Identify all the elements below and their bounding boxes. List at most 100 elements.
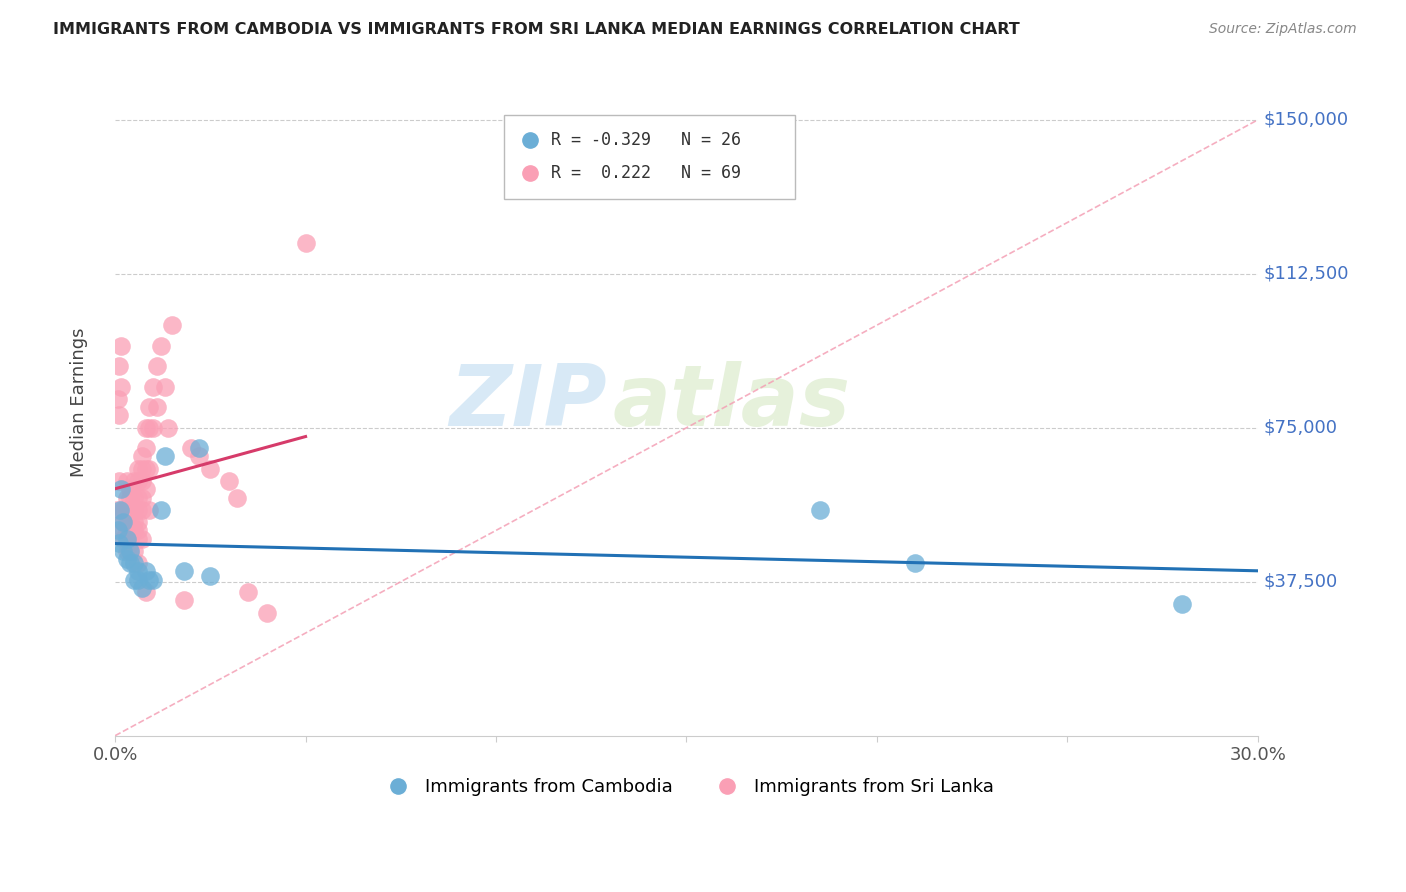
- Point: [173, 565, 195, 579]
- Point: [135, 585, 157, 599]
- Point: [110, 338, 132, 352]
- Point: [142, 380, 165, 394]
- Point: [120, 544, 142, 558]
- Point: [111, 544, 134, 558]
- Point: [115, 524, 138, 538]
- Point: [127, 556, 149, 570]
- Point: [108, 409, 131, 423]
- Point: [108, 503, 131, 517]
- Point: [105, 503, 128, 517]
- Point: [162, 318, 184, 332]
- Point: [135, 483, 157, 497]
- Point: [127, 524, 149, 538]
- Point: [122, 524, 145, 538]
- Text: Source: ZipAtlas.com: Source: ZipAtlas.com: [1209, 22, 1357, 37]
- Point: [127, 474, 149, 488]
- Point: [115, 503, 138, 517]
- Legend: Immigrants from Cambodia, Immigrants from Sri Lanka: Immigrants from Cambodia, Immigrants fro…: [373, 771, 1001, 804]
- Point: [122, 556, 145, 570]
- Point: [904, 556, 927, 570]
- Text: $112,500: $112,500: [1264, 265, 1350, 283]
- Point: [153, 380, 176, 394]
- Text: R = -0.329   N = 26: R = -0.329 N = 26: [551, 131, 741, 149]
- Point: [131, 581, 153, 595]
- Point: [180, 442, 202, 456]
- Point: [127, 573, 149, 587]
- Point: [115, 491, 138, 505]
- Point: [146, 401, 169, 415]
- Point: [226, 491, 249, 505]
- Point: [111, 515, 134, 529]
- Point: [122, 503, 145, 517]
- Point: [108, 474, 131, 488]
- Point: [138, 573, 160, 587]
- Point: [120, 532, 142, 546]
- Point: [122, 544, 145, 558]
- Point: [153, 450, 176, 464]
- Point: [120, 491, 142, 505]
- Point: [808, 503, 831, 517]
- Point: [135, 421, 157, 435]
- Point: [120, 483, 142, 497]
- Point: [238, 585, 260, 599]
- Point: [146, 359, 169, 374]
- Point: [256, 606, 278, 620]
- Text: IMMIGRANTS FROM CAMBODIA VS IMMIGRANTS FROM SRI LANKA MEDIAN EARNINGS CORRELATIO: IMMIGRANTS FROM CAMBODIA VS IMMIGRANTS F…: [53, 22, 1021, 37]
- Point: [111, 515, 134, 529]
- Point: [131, 474, 153, 488]
- Point: [110, 483, 132, 497]
- Point: [111, 503, 134, 517]
- Point: [115, 532, 138, 546]
- Point: [111, 524, 134, 538]
- Point: [127, 515, 149, 529]
- Point: [122, 474, 145, 488]
- Point: [108, 535, 131, 549]
- Text: $75,000: $75,000: [1264, 418, 1337, 437]
- Point: [110, 380, 132, 394]
- Text: Median Earnings: Median Earnings: [69, 327, 87, 477]
- Point: [187, 450, 209, 464]
- Point: [131, 462, 153, 476]
- Point: [122, 491, 145, 505]
- Point: [127, 503, 149, 517]
- Point: [108, 359, 131, 374]
- Point: [138, 503, 160, 517]
- Text: atlas: atlas: [612, 360, 851, 443]
- Point: [142, 421, 165, 435]
- FancyBboxPatch shape: [503, 115, 794, 199]
- Point: [111, 532, 134, 546]
- Point: [127, 491, 149, 505]
- Text: ZIP: ZIP: [449, 360, 606, 443]
- Point: [127, 532, 149, 546]
- Point: [187, 442, 209, 456]
- Text: $37,500: $37,500: [1264, 573, 1339, 591]
- Point: [138, 401, 160, 415]
- Point: [135, 442, 157, 456]
- Point: [294, 235, 316, 250]
- Point: [138, 462, 160, 476]
- Point: [115, 544, 138, 558]
- Point: [149, 503, 172, 517]
- Point: [131, 532, 153, 546]
- Point: [200, 462, 222, 476]
- Point: [127, 565, 149, 579]
- Point: [142, 573, 165, 587]
- Point: [120, 515, 142, 529]
- Point: [173, 593, 195, 607]
- Point: [135, 565, 157, 579]
- Point: [122, 515, 145, 529]
- Point: [120, 503, 142, 517]
- Point: [149, 338, 172, 352]
- Point: [131, 503, 153, 517]
- Point: [1170, 597, 1192, 611]
- Point: [131, 450, 153, 464]
- Point: [200, 568, 222, 582]
- Point: [131, 491, 153, 505]
- Point: [120, 544, 142, 558]
- Point: [115, 552, 138, 566]
- Point: [127, 462, 149, 476]
- Point: [115, 515, 138, 529]
- Text: R =  0.222   N = 69: R = 0.222 N = 69: [551, 164, 741, 182]
- Point: [218, 474, 240, 488]
- Point: [138, 421, 160, 435]
